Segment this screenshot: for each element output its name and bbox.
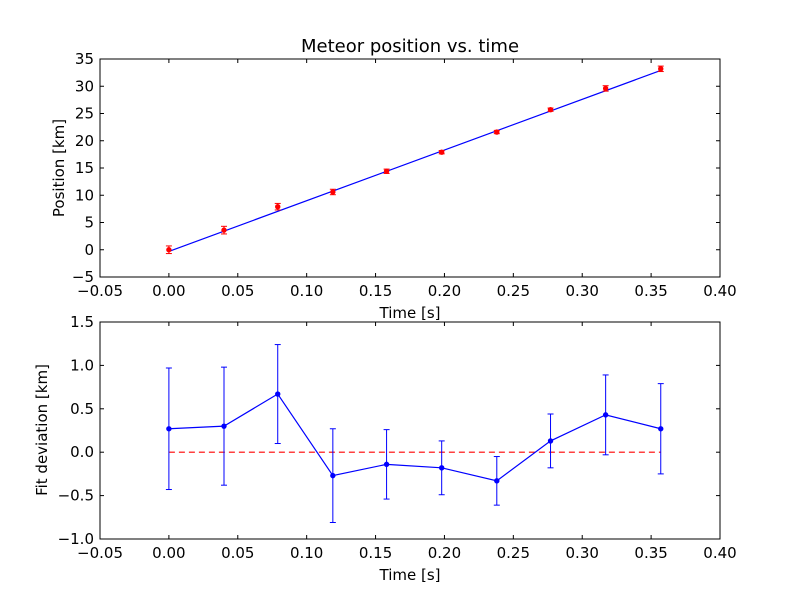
position-y-tick-label: 10 xyxy=(75,186,94,204)
deviation-x-tick-label: 0.15 xyxy=(359,544,392,562)
position-x-tick-label: 0.35 xyxy=(634,282,667,300)
data-point xyxy=(383,168,390,174)
deviation-y-tick-label: 0.0 xyxy=(70,443,94,461)
position-plot-frame xyxy=(99,58,721,278)
deviation-panel: Time [s] Fit deviation [km] −0.05 0.00 0.0… xyxy=(33,313,737,584)
deviation-x-tick-label: 0.35 xyxy=(634,544,667,562)
deviation-x-tick-label: −0.05 xyxy=(77,544,123,562)
data-point xyxy=(166,247,172,253)
position-y-tick-label: 25 xyxy=(75,105,94,123)
data-point xyxy=(275,203,281,210)
position-x-tick-label: 0.15 xyxy=(359,282,392,300)
deviation-x-axis-label: Time [s] xyxy=(379,566,441,584)
position-x-tick-label: −0.05 xyxy=(77,282,123,300)
position-axis-ticks: −0.05 0.00 0.05 0.10 0.15 0.20 0.25 0.30 0.35 0.4… xyxy=(72,50,737,300)
deviation-y-axis-label: Fit deviation [km] xyxy=(33,364,51,496)
data-point xyxy=(330,472,336,479)
position-y-tick-label: 35 xyxy=(75,50,94,68)
position-data-marks xyxy=(165,65,664,255)
deviation-series-line xyxy=(168,393,661,482)
data-point xyxy=(602,85,609,92)
data-point xyxy=(494,129,500,135)
position-y-axis-label: Position [km] xyxy=(50,119,68,217)
deviation-x-tick-label: 0.25 xyxy=(497,544,530,562)
deviation-x-tick-label: 0.00 xyxy=(152,544,185,562)
deviation-x-tick-label: 0.05 xyxy=(221,544,254,562)
position-chart-title: Meteor position vs. time xyxy=(301,36,519,57)
deviation-y-tick-label: 0.5 xyxy=(70,400,94,418)
data-point xyxy=(275,391,281,397)
data-point xyxy=(221,423,227,429)
data-point xyxy=(658,426,664,432)
data-point xyxy=(547,438,554,444)
deviation-y-tick-label: −0.5 xyxy=(58,487,94,505)
deviation-y-tick-label: 1.0 xyxy=(70,356,94,374)
position-y-tick-label: 30 xyxy=(75,77,94,95)
deviation-axis-ticks: −0.05 0.00 0.05 0.10 0.15 0.20 0.25 0.30 0.35 0.4… xyxy=(58,313,737,562)
position-y-tick-label: 15 xyxy=(75,159,94,177)
data-point xyxy=(221,227,227,233)
deviation-x-tick-label: 0.40 xyxy=(703,544,736,562)
deviation-x-tick-label: 0.30 xyxy=(566,544,599,562)
position-x-tick-label: 0.30 xyxy=(566,282,599,300)
data-point xyxy=(438,149,445,155)
position-y-tick-label: 5 xyxy=(84,214,94,232)
deviation-y-tick-label: −1.0 xyxy=(58,530,94,548)
data-point xyxy=(438,465,445,471)
deviation-x-tick-label: 0.20 xyxy=(428,544,461,562)
position-x-tick-label: 0.20 xyxy=(428,282,461,300)
data-point xyxy=(547,106,554,113)
deviation-x-tick-label: 0.10 xyxy=(290,544,323,562)
data-point xyxy=(166,426,172,432)
position-panel: Meteor position vs. time Time [s] Positi… xyxy=(50,36,737,322)
deviation-y-tick-label: 1.5 xyxy=(70,313,94,331)
data-point xyxy=(658,66,664,72)
position-x-tick-label: 0.00 xyxy=(152,282,185,300)
position-y-tick-label: 0 xyxy=(84,241,94,259)
deviation-data-marks xyxy=(165,344,664,524)
position-x-tick-label: 0.10 xyxy=(290,282,323,300)
position-x-tick-label: 0.25 xyxy=(497,282,530,300)
position-y-tick-label: 20 xyxy=(75,132,94,150)
deviation-plot-frame xyxy=(99,321,721,540)
data-point xyxy=(330,189,336,195)
position-x-axis-label: Time [s] xyxy=(379,304,441,322)
data-point xyxy=(602,412,609,418)
position-x-tick-label: 0.40 xyxy=(703,282,736,300)
data-point xyxy=(494,478,500,484)
position-x-tick-label: 0.05 xyxy=(221,282,254,300)
position-y-tick-label: −5 xyxy=(72,268,94,286)
data-point xyxy=(383,461,390,468)
fit-line xyxy=(168,69,661,252)
